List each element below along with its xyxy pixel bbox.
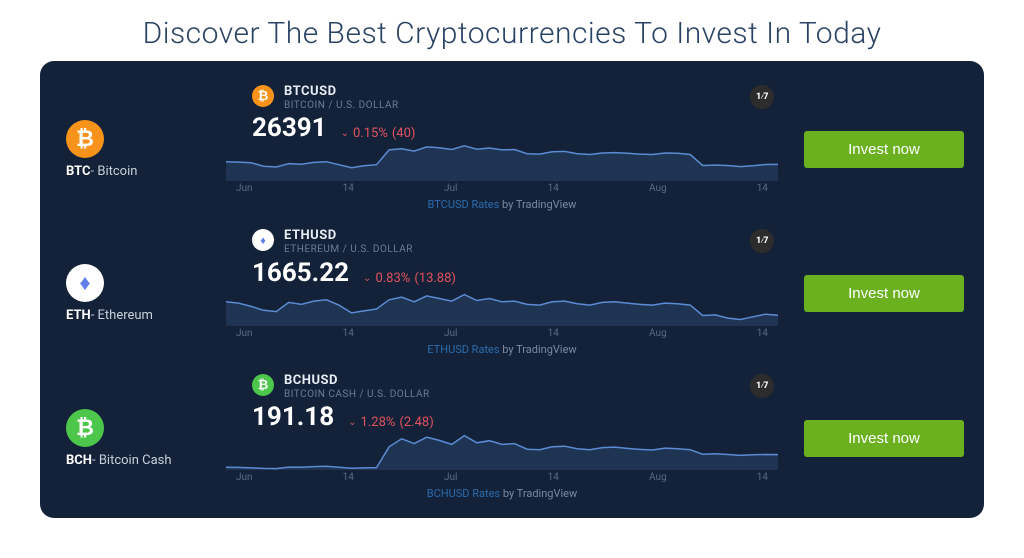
coin-label: BTC- Bitcoin — [66, 164, 137, 179]
x-axis-ticks: Jun14Jul14Aug14 — [226, 470, 778, 483]
ethereum-icon: ♦ — [252, 229, 274, 251]
coin-info: ₿ BCH- Bitcoin Cash — [60, 409, 210, 468]
tradingview-icon[interactable]: 1⁄7 — [750, 85, 774, 109]
coin-info: ₿ BTC- Bitcoin — [60, 120, 210, 179]
attribution-link[interactable]: BTCUSD Rates — [428, 198, 500, 211]
attribution: BTCUSD Rates by TradingView — [226, 194, 778, 213]
chevron-down-icon: ⌄ — [363, 273, 371, 284]
coin-label: BCH- Bitcoin Cash — [66, 453, 172, 468]
coin-symbol: BCH — [66, 453, 92, 468]
ethereum-icon: ♦ — [66, 264, 104, 302]
invest-button[interactable]: Invest now — [804, 131, 964, 168]
coin-info: ♦ ETH- Ethereum — [60, 264, 210, 323]
attribution: ETHUSD Rates by TradingView — [226, 339, 778, 358]
attribution-link[interactable]: BCHUSD Rates — [427, 487, 500, 500]
price-change: ⌄ 0.83% (13.88) — [363, 271, 456, 286]
pair-description: BITCOIN / U.S. DOLLAR — [284, 100, 399, 112]
sparkline-chart[interactable] — [226, 434, 778, 470]
invest-button[interactable]: Invest now — [804, 275, 964, 312]
chevron-down-icon: ⌄ — [348, 417, 356, 428]
crypto-panel: ₿ BTC- Bitcoin ₿ BTCUSD BITCOIN / U.S. D… — [40, 61, 984, 518]
tradingview-icon[interactable]: 1⁄7 — [750, 374, 774, 398]
coin-name: - Bitcoin — [91, 164, 138, 179]
price-change: ⌄ 1.28% (2.48) — [348, 415, 434, 430]
chart-area: ♦ ETHUSD ETHEREUM / U.S. DOLLAR 1⁄7 1665… — [226, 229, 778, 357]
coin-label: ETH- Ethereum — [66, 308, 153, 323]
bitcoin-cash-icon: ₿ — [66, 409, 104, 447]
price-change: ⌄ 0.15% (40) — [341, 126, 416, 141]
price-value: 191.18 — [252, 402, 334, 432]
invest-button[interactable]: Invest now — [804, 420, 964, 457]
x-axis-ticks: Jun14Jul14Aug14 — [226, 181, 778, 194]
crypto-row: ₿ BTC- Bitcoin ₿ BTCUSD BITCOIN / U.S. D… — [60, 77, 964, 221]
price-value: 1665.22 — [252, 258, 349, 288]
sparkline-chart[interactable] — [226, 290, 778, 326]
chart-area: ₿ BCHUSD BITCOIN CASH / U.S. DOLLAR 1⁄7 … — [226, 374, 778, 502]
attribution: BCHUSD Rates by TradingView — [226, 483, 778, 502]
coin-name: - Bitcoin Cash — [92, 453, 172, 468]
bitcoin-icon: ₿ — [252, 85, 274, 107]
coin-symbol: ETH — [66, 308, 91, 323]
bitcoin-icon: ₿ — [66, 120, 104, 158]
price-value: 26391 — [252, 113, 327, 143]
pair-description: ETHEREUM / U.S. DOLLAR — [284, 244, 413, 256]
crypto-row: ♦ ETH- Ethereum ♦ ETHUSD ETHEREUM / U.S.… — [60, 221, 964, 365]
crypto-row: ₿ BCH- Bitcoin Cash ₿ BCHUSD BITCOIN CAS… — [60, 366, 964, 510]
attribution-suffix: by TradingView — [502, 343, 576, 356]
attribution-suffix: by TradingView — [503, 487, 577, 500]
pair-symbol: BTCUSD — [284, 85, 399, 100]
bitcoin-cash-icon: ₿ — [252, 374, 274, 396]
chart-area: ₿ BTCUSD BITCOIN / U.S. DOLLAR 1⁄7 26391… — [226, 85, 778, 213]
attribution-suffix: by TradingView — [502, 198, 576, 211]
sparkline-chart[interactable] — [226, 145, 778, 181]
attribution-link[interactable]: ETHUSD Rates — [427, 343, 499, 356]
pair-symbol: BCHUSD — [284, 374, 430, 389]
pair-symbol: ETHUSD — [284, 229, 413, 244]
x-axis-ticks: Jun14Jul14Aug14 — [226, 326, 778, 339]
page-title: Discover The Best Cryptocurrencies To In… — [0, 0, 1024, 61]
tradingview-icon[interactable]: 1⁄7 — [750, 229, 774, 253]
coin-name: - Ethereum — [91, 308, 153, 323]
chevron-down-icon: ⌄ — [341, 128, 349, 139]
pair-description: BITCOIN CASH / U.S. DOLLAR — [284, 389, 430, 401]
coin-symbol: BTC — [66, 164, 91, 179]
